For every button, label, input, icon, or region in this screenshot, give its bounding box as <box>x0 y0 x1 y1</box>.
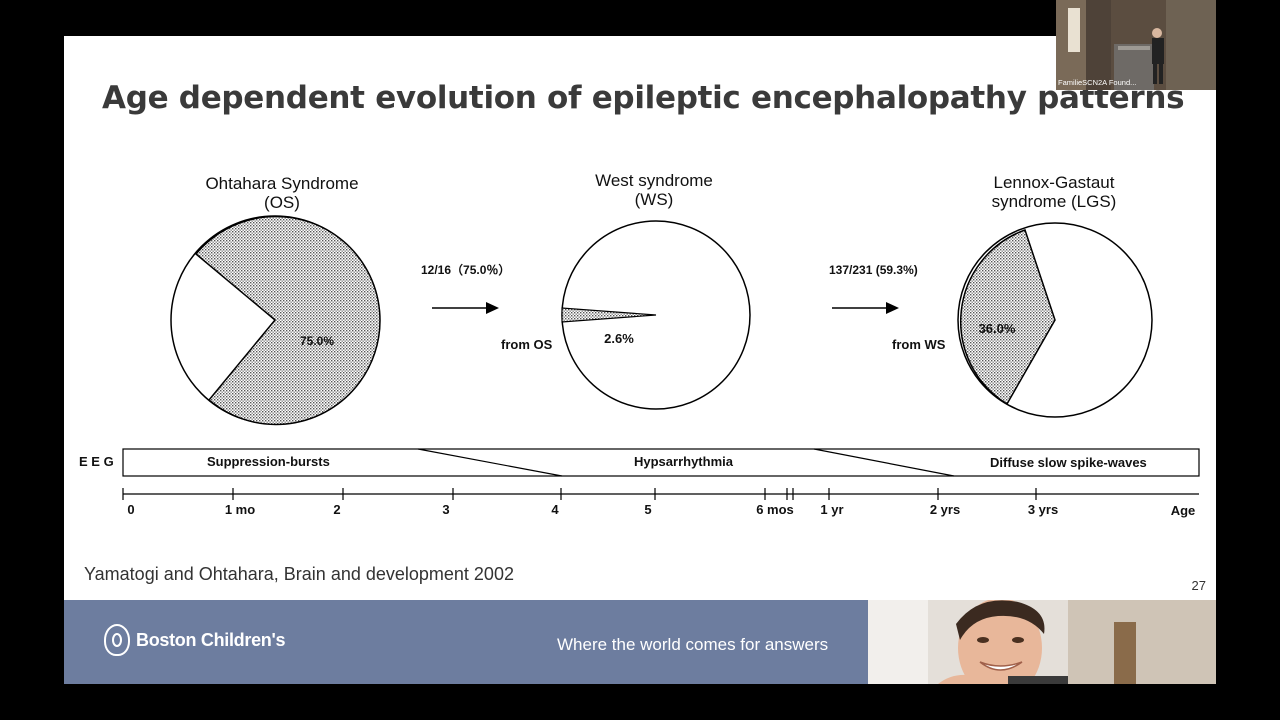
arrow-2-label: 137/231 (59.3%) <box>829 263 918 277</box>
mother-child-logo-icon <box>104 624 130 656</box>
presentation-slide: Age dependent evolution of epileptic enc… <box>64 36 1216 684</box>
arrow-1-label: 12/16（75.0％） <box>421 262 510 277</box>
os-title-line2: (OS) <box>264 193 300 212</box>
ws-from-label: from OS <box>501 337 553 352</box>
os-pie-slice <box>194 215 381 426</box>
age-tick-2: 2 <box>333 502 340 517</box>
age-tick-3yrs: 3 yrs <box>1028 502 1058 517</box>
eeg-segment-suppression-bursts: Suppression-bursts <box>207 454 330 469</box>
age-tick-2yrs: 2 yrs <box>930 502 960 517</box>
patient-photo <box>868 600 1216 684</box>
age-axis-label: Age <box>1171 503 1196 518</box>
arrow-2-head <box>886 302 899 314</box>
page-number: 27 <box>1191 578 1206 593</box>
evolution-diagram: Ohtahara Syndrome (OS) 75.0% 12/16（75.0％… <box>79 171 1200 518</box>
footer-tagline: Where the world comes for answers <box>557 635 829 654</box>
age-tick-0: 0 <box>127 502 134 517</box>
age-tick-1yr: 1 yr <box>820 502 843 517</box>
speaker-video-image <box>1056 0 1216 90</box>
citation: Yamatogi and Ohtahara, Brain and develop… <box>84 564 514 584</box>
ws-pie-slice <box>561 307 657 323</box>
age-tick-4: 4 <box>551 502 559 517</box>
ws-title-line1: West syndrome <box>595 171 713 190</box>
lgs-from-label: from WS <box>892 337 946 352</box>
boston-childrens-logo: Boston Children's <box>104 624 285 656</box>
eeg-transition-1 <box>417 448 563 477</box>
speaker-webcam-thumbnail[interactable]: FamilieSCN2A Found... <box>1056 0 1216 90</box>
lgs-pie-slice <box>959 229 1056 406</box>
logo-text: Boston Children's <box>136 629 286 650</box>
age-tick-1mo: 1 mo <box>225 502 255 517</box>
ws-pie-label: 2.6% <box>604 331 634 346</box>
lgs-pie-label: 36.0% <box>979 321 1016 336</box>
ws-title-line2: (WS) <box>635 190 674 209</box>
age-tick-6mos: 6 mos <box>756 502 794 517</box>
eeg-bar <box>122 448 1200 477</box>
eeg-transition-2 <box>813 448 955 477</box>
eeg-label: E E G <box>79 454 114 469</box>
age-tick-5: 5 <box>644 502 651 517</box>
os-title-line1: Ohtahara Syndrome <box>205 174 358 193</box>
lgs-title-line1: Lennox-Gastaut <box>994 173 1115 192</box>
eeg-segment-diffuse-slow-spike-waves: Diffuse slow spike-waves <box>990 455 1147 470</box>
smiling-boy-image <box>868 600 1216 684</box>
os-pie-label: 75.0% <box>300 334 334 348</box>
arrow-1-head <box>486 302 499 314</box>
webcam-participant-name: FamilieSCN2A Found... <box>1058 78 1137 87</box>
footer-banner: Boston Children's Where the world comes … <box>64 600 868 684</box>
age-tick-3: 3 <box>442 502 449 517</box>
lgs-title-line2: syndrome (LGS) <box>992 192 1117 211</box>
slide-title: Age dependent evolution of epileptic enc… <box>102 80 1185 116</box>
eeg-segment-hypsarrhythmia: Hypsarrhythmia <box>634 454 734 469</box>
